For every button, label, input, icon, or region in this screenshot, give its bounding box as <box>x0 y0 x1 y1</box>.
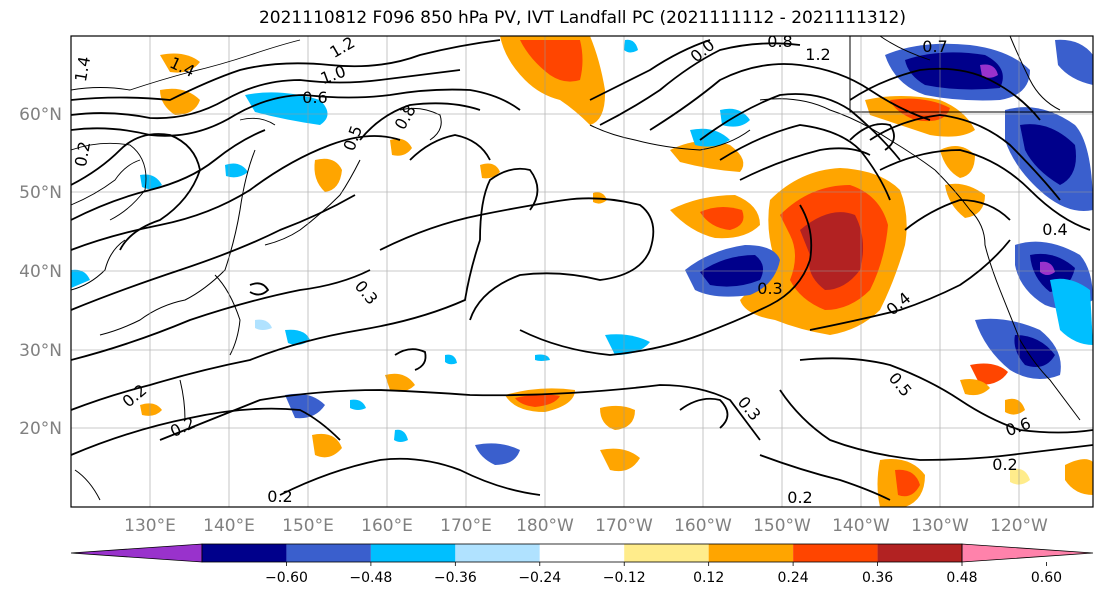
contour-label: 0.4 <box>1042 220 1067 239</box>
lat-label: 20°N <box>19 419 62 439</box>
contour-label: 0.2 <box>787 488 812 507</box>
colorbar: −0.60 −0.48 −0.36 −0.24 −0.12 0.12 0.24 0.36 0.4… <box>70 543 1094 586</box>
lon-label: 130°W <box>911 516 969 536</box>
coastlines <box>71 36 1093 501</box>
longitude-labels: 130°E 140°E 150°E 160°E 170°E 180°W 170°W 160°W… <box>124 516 1048 536</box>
lon-label: 160°E <box>361 516 413 536</box>
contour-label: 0.2 <box>267 487 292 506</box>
colorbar-tick-label: 0.48 <box>946 570 977 586</box>
colorbar-tick-label: 0.36 <box>862 570 893 586</box>
contour-label: 0.6 <box>302 88 327 107</box>
colorbar-swatch <box>370 544 456 562</box>
lat-label: 40°N <box>19 262 62 282</box>
colorbar-extend-high <box>961 543 1094 563</box>
colorbar-extend-low <box>70 543 203 563</box>
pv-contours <box>71 36 931 221</box>
colorbar-tick-label: −0.36 <box>434 570 477 586</box>
lon-label: 130°E <box>124 516 176 536</box>
lon-label: 140°W <box>832 516 890 536</box>
lon-label: 140°E <box>203 516 255 536</box>
contour-label: 0.2 <box>992 455 1017 474</box>
lon-label: 170°W <box>595 516 653 536</box>
map-title: 2021110812 F096 850 hPa PV, IVT Landfall… <box>258 8 906 28</box>
colorbar-swatch <box>708 544 794 562</box>
colorbar-tick-label: 0.24 <box>778 570 809 586</box>
lat-label: 50°N <box>19 183 62 203</box>
map-frame <box>70 35 1094 508</box>
colorbar-frame <box>201 543 963 563</box>
lat-label: 30°N <box>19 341 62 361</box>
lon-label: 120°W <box>990 516 1048 536</box>
latitude-labels: 60°N 50°N 40°N 30°N 20°N <box>19 105 62 439</box>
colorbar-swatch <box>877 544 962 562</box>
lon-label: 180°W <box>516 516 574 536</box>
colorbar-tick-label: −0.12 <box>603 570 646 586</box>
colorbar-swatch <box>286 544 371 562</box>
colorbar-swatch <box>455 544 540 562</box>
colorbar-swatch <box>793 544 878 562</box>
colorbar-tick-label: −0.24 <box>518 570 561 586</box>
contour-label: 1.2 <box>805 45 830 64</box>
colorbar-tick-label: 0.60 <box>1031 570 1062 586</box>
lon-label: 170°E <box>440 516 492 536</box>
colorbar-swatch <box>202 544 287 562</box>
colorbar-swatch <box>624 544 709 562</box>
colorbar-tick-label: 0.12 <box>693 570 724 586</box>
contour-label: 0.3 <box>757 279 782 298</box>
colorbar-tick-label: −0.60 <box>265 570 308 586</box>
lon-label: 160°W <box>674 516 732 536</box>
colorbar-tick-label: −0.48 <box>349 570 392 586</box>
contour-label: 0.8 <box>767 32 792 51</box>
contour-label: 1.4 <box>71 55 94 83</box>
lon-label: 150°W <box>753 516 811 536</box>
lon-label: 150°E <box>282 516 334 536</box>
ivt-contours <box>71 39 1093 501</box>
contour-label: 0.2 <box>71 140 94 168</box>
lat-label: 60°N <box>19 105 62 125</box>
contour-label: 0.7 <box>922 37 947 56</box>
colorbar-swatch <box>539 544 625 562</box>
